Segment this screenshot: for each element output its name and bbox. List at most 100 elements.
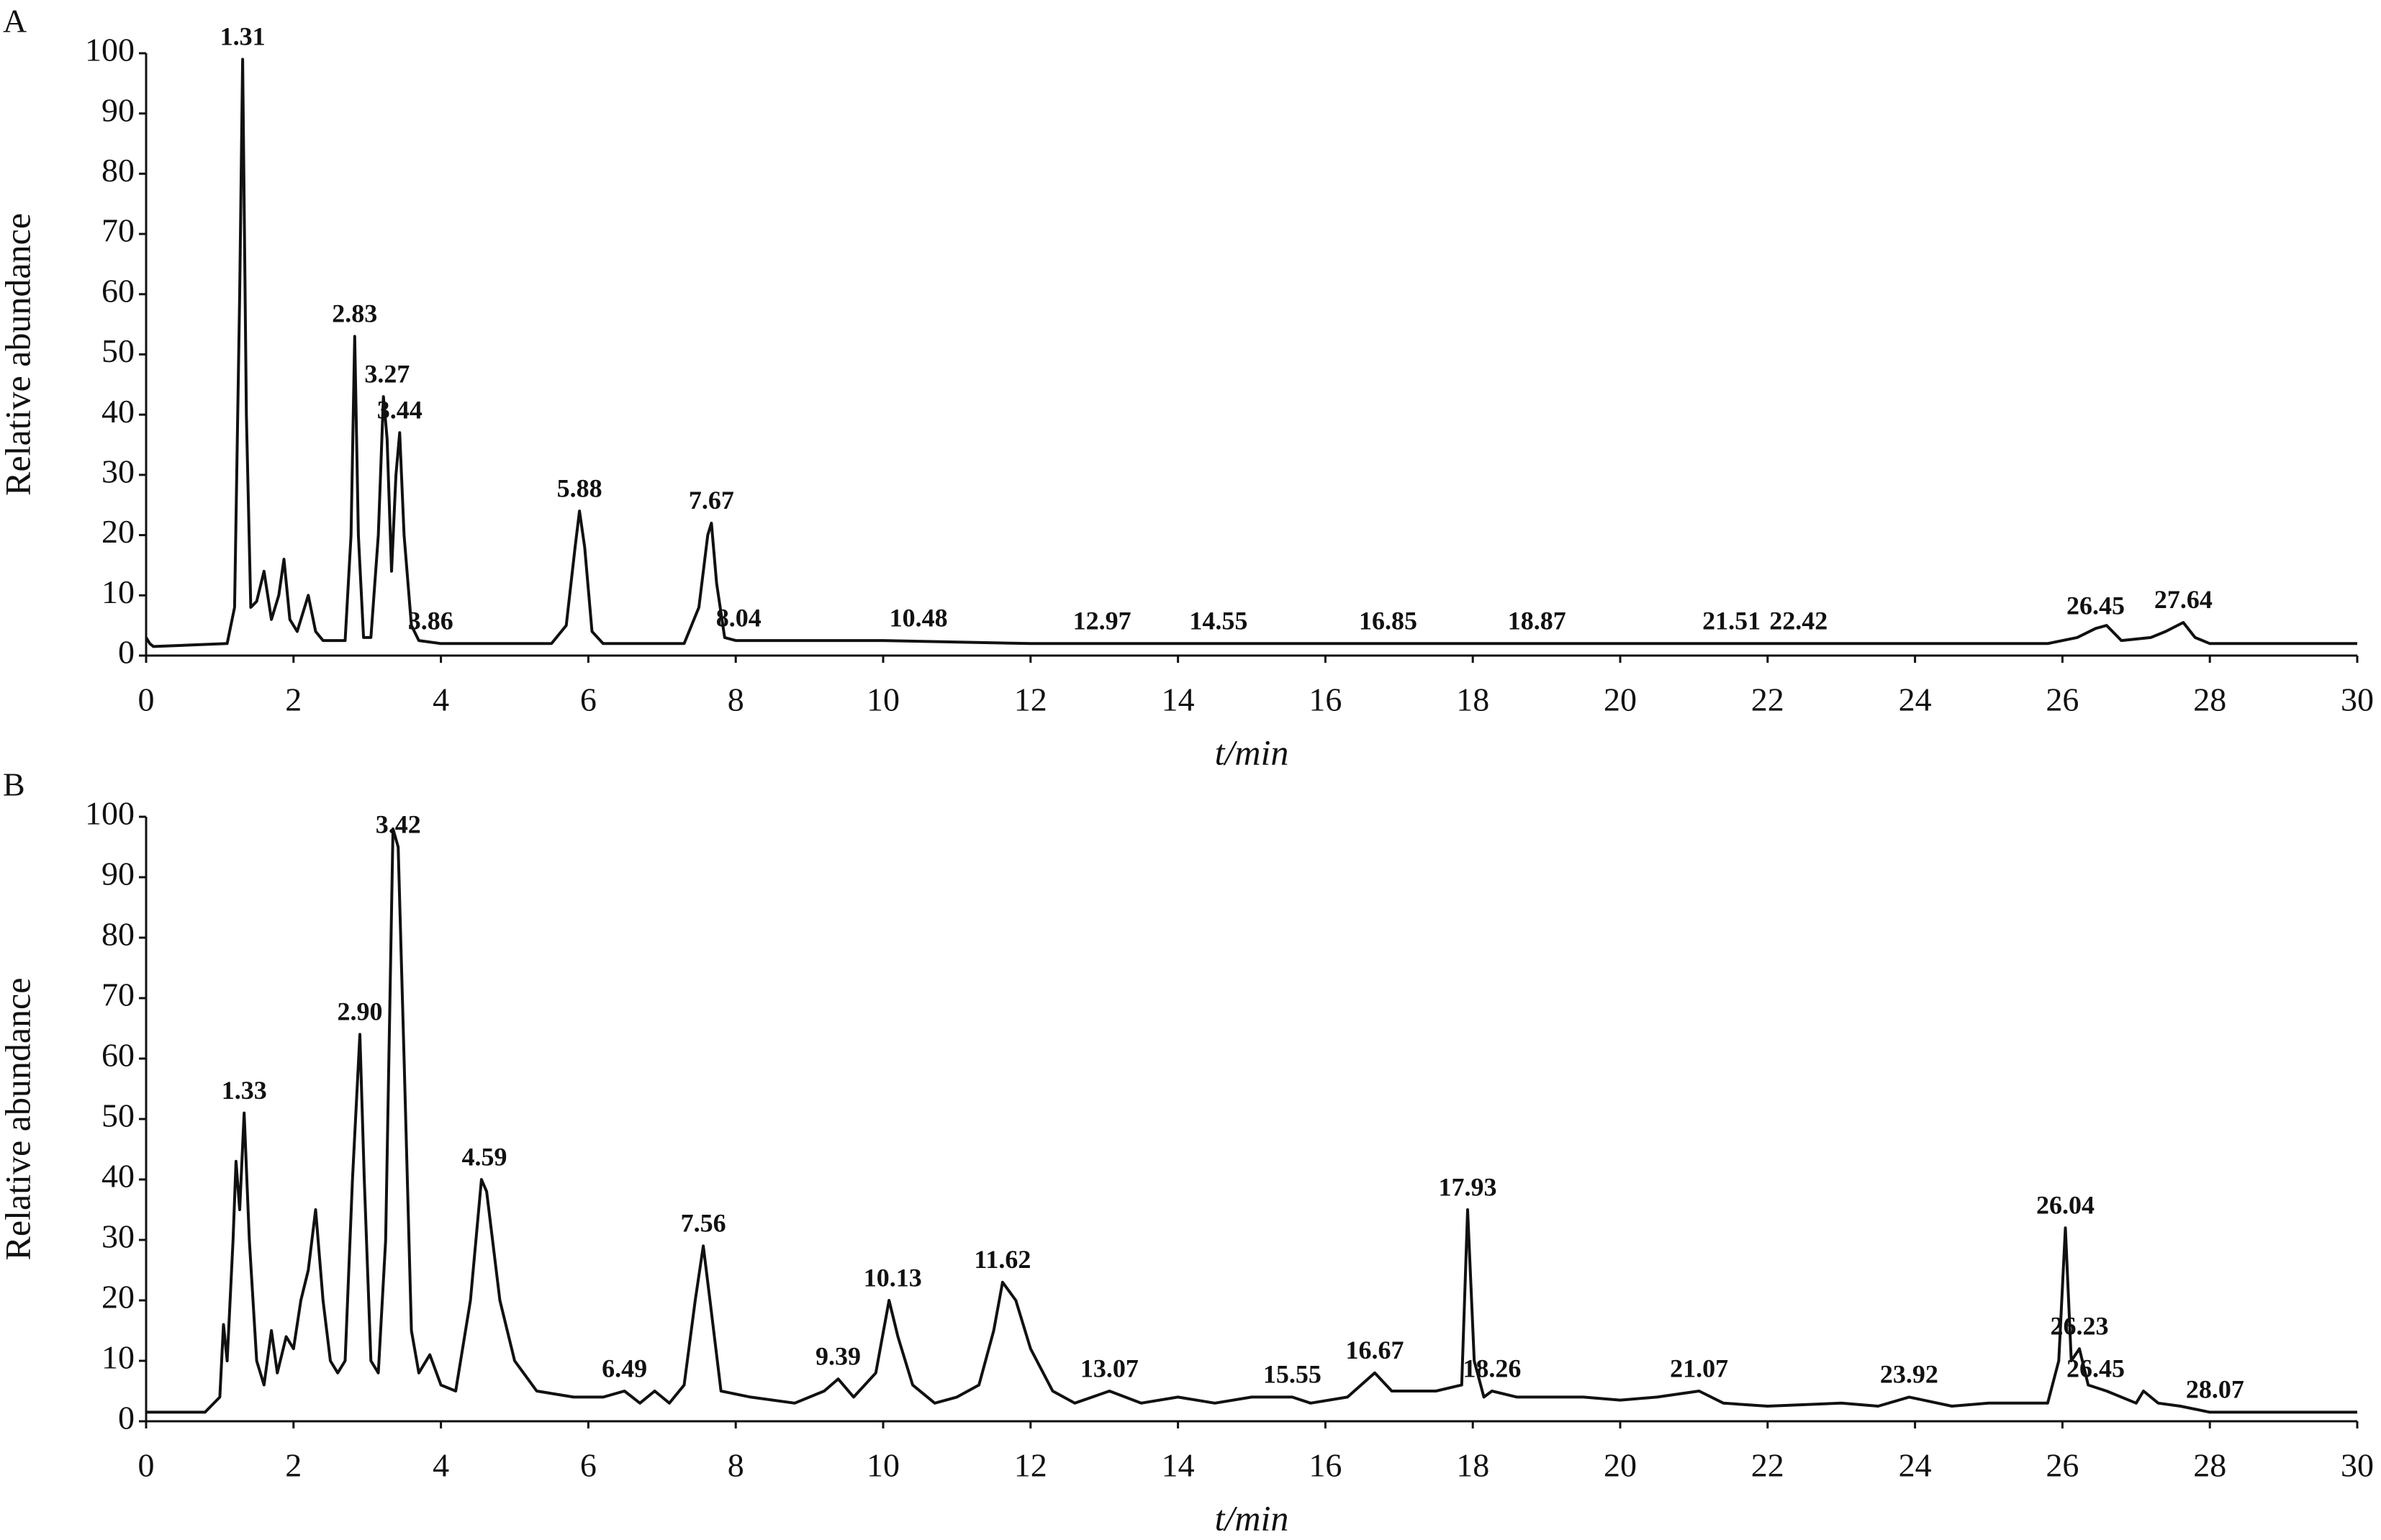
x-tick-label: 18 [1456, 681, 1489, 718]
x-tick-label: 10 [867, 681, 900, 718]
peak-label: 2.90 [337, 997, 382, 1026]
y-tick-label: 60 [101, 1037, 135, 1074]
x-tick-label: 24 [1899, 681, 1932, 718]
peak-label: 17.93 [1439, 1172, 1497, 1201]
y-tick-label: 30 [101, 453, 135, 489]
x-tick-label: 10 [867, 1447, 900, 1484]
x-tick-label: 8 [728, 681, 744, 718]
y-tick-label: 0 [118, 634, 135, 671]
y-tick-label: 100 [85, 795, 135, 832]
x-tick-label: 16 [1309, 1447, 1342, 1484]
x-axis-label: t/min [1215, 1498, 1289, 1538]
peak-label: 18.26 [1463, 1354, 1521, 1382]
peak-label: 11.62 [974, 1245, 1031, 1274]
peak-label: 6.49 [602, 1354, 647, 1382]
x-tick-label: 16 [1309, 681, 1342, 718]
x-tick-label: 2 [285, 1447, 302, 1484]
y-tick-label: 30 [101, 1218, 135, 1255]
y-tick-label: 40 [101, 393, 135, 430]
peak-label: 15.55 [1263, 1360, 1321, 1389]
x-tick-label: 0 [138, 1447, 155, 1484]
y-tick-label: 60 [101, 272, 135, 309]
y-tick-label: 100 [85, 32, 135, 68]
peak-label: 26.45 [2066, 592, 2125, 620]
peak-label: 23.92 [1880, 1360, 1938, 1389]
x-tick-label: 6 [580, 1447, 597, 1484]
y-tick-label: 20 [101, 1279, 135, 1315]
peak-label: 16.67 [1346, 1336, 1404, 1364]
x-tick-label: 24 [1899, 1447, 1932, 1484]
y-tick-label: 80 [101, 916, 135, 953]
x-tick-label: 2 [285, 681, 302, 718]
x-tick-label: 30 [2341, 681, 2374, 718]
peak-label: 10.13 [864, 1263, 922, 1292]
peak-label: 10.48 [890, 603, 948, 632]
peak-label: 7.56 [681, 1209, 726, 1238]
y-tick-label: 20 [101, 513, 135, 550]
peak-label: 27.64 [2154, 585, 2213, 614]
y-axis-label: Relative abundance [0, 213, 37, 496]
x-tick-label: 22 [1751, 1447, 1784, 1484]
trace [146, 827, 2357, 1414]
peak-label: 4.59 [462, 1142, 507, 1171]
panel-letter: A [3, 3, 27, 40]
x-tick-label: 28 [2193, 1447, 2226, 1484]
y-tick-label: 90 [101, 856, 135, 892]
y-tick-label: 90 [101, 91, 135, 128]
peak-label: 21.51 [1702, 607, 1761, 635]
peak-label: 12.97 [1073, 607, 1131, 635]
x-tick-label: 20 [1604, 681, 1637, 718]
x-tick-label: 14 [1162, 681, 1195, 718]
x-tick-label: 0 [138, 681, 155, 718]
peak-label: 1.33 [222, 1076, 267, 1105]
x-tick-label: 12 [1014, 681, 1047, 718]
x-tick-label: 18 [1456, 1447, 1489, 1484]
x-tick-label: 22 [1751, 681, 1784, 718]
peak-label: 7.67 [689, 486, 734, 515]
peak-label: 26.23 [2050, 1311, 2108, 1340]
peak-label: 26.45 [2066, 1354, 2125, 1382]
y-tick-label: 0 [118, 1400, 135, 1436]
y-tick-label: 10 [101, 1339, 135, 1376]
peak-label: 3.44 [377, 396, 423, 425]
peak-label: 3.27 [364, 359, 410, 388]
peak-label: 26.04 [2036, 1190, 2095, 1219]
x-tick-label: 30 [2341, 1447, 2374, 1484]
trace [145, 58, 2357, 648]
peak-label: 5.88 [557, 474, 602, 502]
peak-label: 1.31 [220, 22, 266, 51]
peak-label: 16.85 [1359, 607, 1417, 635]
y-tick-label: 50 [101, 332, 135, 369]
peak-label: 28.07 [2186, 1375, 2244, 1404]
y-tick-label: 50 [101, 1097, 135, 1134]
peak-label: 21.07 [1670, 1354, 1728, 1382]
x-tick-label: 12 [1014, 1447, 1047, 1484]
x-tick-label: 26 [2046, 681, 2079, 718]
peak-label: 18.87 [1508, 607, 1566, 635]
y-axis-label: Relative abundance [0, 978, 37, 1261]
peak-label: 3.86 [408, 607, 453, 635]
y-tick-label: 40 [101, 1158, 135, 1195]
y-tick-label: 10 [101, 574, 135, 610]
peak-label: 14.55 [1189, 607, 1247, 635]
peak-label: 3.42 [376, 810, 421, 838]
x-tick-label: 14 [1162, 1447, 1195, 1484]
peak-label: 9.39 [815, 1341, 861, 1370]
x-tick-label: 8 [728, 1447, 744, 1484]
x-axis-label: t/min [1215, 732, 1289, 772]
y-tick-label: 80 [101, 152, 135, 189]
panel-letter: B [3, 766, 25, 803]
x-tick-label: 4 [433, 1447, 449, 1484]
x-tick-label: 6 [580, 681, 597, 718]
y-tick-label: 70 [101, 212, 135, 249]
x-tick-label: 20 [1604, 1447, 1637, 1484]
y-tick-label: 70 [101, 977, 135, 1013]
x-tick-label: 26 [2046, 1447, 2079, 1484]
x-tick-label: 28 [2193, 681, 2226, 718]
x-tick-label: 4 [433, 681, 449, 718]
peak-label: 2.83 [332, 299, 377, 328]
peak-label: 8.04 [716, 603, 762, 632]
